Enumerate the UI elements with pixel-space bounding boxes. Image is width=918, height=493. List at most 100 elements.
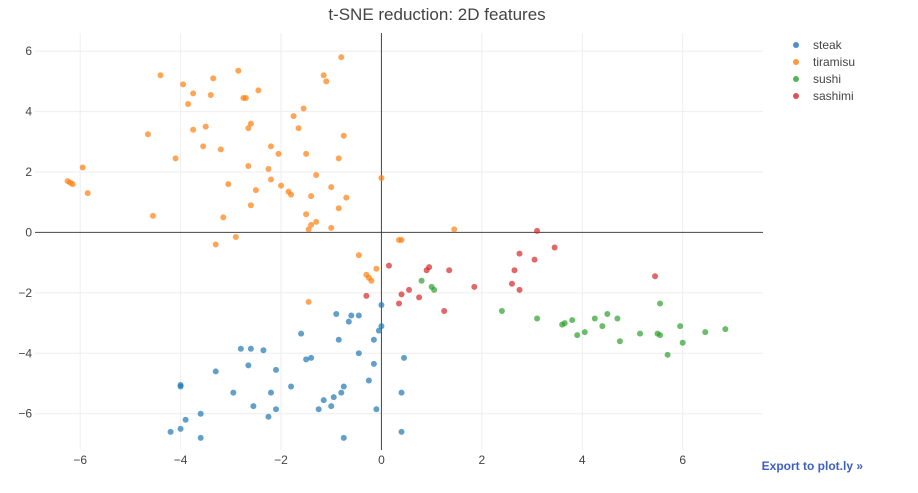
data-point-tiramisu[interactable]	[217, 146, 224, 153]
data-point-steak[interactable]	[177, 425, 184, 432]
data-point-steak[interactable]	[230, 389, 237, 396]
data-point-sushi[interactable]	[418, 277, 425, 284]
data-point-sashimi[interactable]	[511, 267, 518, 274]
data-point-tiramisu[interactable]	[305, 226, 312, 233]
data-point-steak[interactable]	[340, 434, 347, 441]
data-point-sushi[interactable]	[702, 329, 709, 336]
data-point-tiramisu[interactable]	[378, 175, 385, 182]
data-point-steak[interactable]	[370, 360, 377, 367]
data-point-tiramisu[interactable]	[313, 172, 320, 179]
data-point-tiramisu[interactable]	[295, 125, 302, 132]
data-point-steak[interactable]	[330, 394, 337, 401]
data-point-tiramisu[interactable]	[323, 78, 330, 85]
data-point-steak[interactable]	[355, 312, 362, 319]
data-point-steak[interactable]	[401, 354, 408, 361]
data-point-sushi[interactable]	[677, 323, 684, 330]
data-point-sashimi[interactable]	[426, 264, 433, 271]
data-point-sushi[interactable]	[581, 329, 588, 336]
data-point-tiramisu[interactable]	[252, 187, 259, 194]
data-point-tiramisu[interactable]	[305, 298, 312, 305]
data-point-sashimi[interactable]	[516, 250, 523, 257]
data-point-tiramisu[interactable]	[368, 277, 375, 284]
data-point-tiramisu[interactable]	[328, 184, 335, 191]
data-point-sashimi[interactable]	[416, 294, 423, 301]
data-point-steak[interactable]	[378, 323, 385, 330]
data-point-tiramisu[interactable]	[157, 72, 164, 79]
data-point-tiramisu[interactable]	[340, 132, 347, 139]
data-point-tiramisu[interactable]	[278, 182, 285, 189]
data-point-steak[interactable]	[267, 389, 274, 396]
data-point-steak[interactable]	[298, 330, 305, 337]
data-point-tiramisu[interactable]	[245, 162, 252, 169]
data-point-tiramisu[interactable]	[207, 91, 214, 98]
data-point-sushi[interactable]	[722, 326, 729, 333]
data-point-tiramisu[interactable]	[267, 176, 274, 183]
data-point-steak[interactable]	[250, 403, 257, 410]
data-point-steak[interactable]	[348, 312, 355, 319]
data-point-steak[interactable]	[265, 413, 272, 420]
data-point-steak[interactable]	[375, 327, 382, 334]
data-point-steak[interactable]	[303, 356, 310, 363]
data-point-tiramisu[interactable]	[200, 143, 207, 150]
data-point-tiramisu[interactable]	[343, 194, 350, 201]
data-point-tiramisu[interactable]	[245, 125, 252, 132]
data-point-sushi[interactable]	[679, 339, 686, 346]
data-point-sashimi[interactable]	[516, 286, 523, 293]
data-point-tiramisu[interactable]	[355, 252, 362, 259]
data-point-tiramisu[interactable]	[247, 120, 254, 127]
data-point-steak[interactable]	[177, 382, 184, 389]
data-point-steak[interactable]	[308, 354, 315, 361]
data-point-sushi[interactable]	[534, 315, 541, 322]
legend-item-steak[interactable]: steak	[793, 38, 843, 52]
data-point-steak[interactable]	[345, 318, 352, 325]
data-point-tiramisu[interactable]	[79, 164, 86, 171]
data-point-tiramisu[interactable]	[190, 90, 197, 97]
legend-item-sushi[interactable]: sushi	[793, 72, 841, 86]
data-point-steak[interactable]	[398, 428, 405, 435]
data-point-sashimi[interactable]	[471, 283, 478, 290]
data-point-steak[interactable]	[212, 368, 219, 375]
data-point-sushi[interactable]	[657, 300, 664, 307]
data-point-steak[interactable]	[272, 366, 279, 373]
data-point-steak[interactable]	[182, 416, 189, 423]
data-point-sashimi[interactable]	[551, 244, 558, 251]
data-point-steak[interactable]	[272, 406, 279, 413]
data-point-steak[interactable]	[370, 336, 377, 343]
data-point-sushi[interactable]	[574, 332, 581, 339]
data-point-tiramisu[interactable]	[190, 126, 197, 133]
data-point-sushi[interactable]	[591, 315, 598, 322]
data-point-tiramisu[interactable]	[451, 226, 458, 233]
export-to-plotly-link[interactable]: Export to plot.ly »	[761, 459, 863, 473]
data-point-sushi[interactable]	[636, 330, 643, 337]
data-point-tiramisu[interactable]	[232, 233, 239, 240]
data-point-sashimi[interactable]	[534, 227, 541, 234]
data-point-sashimi[interactable]	[398, 291, 405, 298]
data-point-steak[interactable]	[335, 336, 342, 343]
data-point-sushi[interactable]	[569, 317, 576, 324]
data-point-tiramisu[interactable]	[265, 165, 272, 172]
data-point-tiramisu[interactable]	[300, 105, 307, 112]
data-point-tiramisu[interactable]	[308, 193, 315, 200]
data-point-tiramisu[interactable]	[149, 212, 156, 219]
data-point-tiramisu[interactable]	[290, 113, 297, 120]
data-point-steak[interactable]	[167, 428, 174, 435]
data-point-steak[interactable]	[355, 350, 362, 357]
data-point-tiramisu[interactable]	[144, 131, 151, 138]
data-point-tiramisu[interactable]	[275, 150, 282, 157]
data-point-tiramisu[interactable]	[220, 214, 227, 221]
data-point-tiramisu[interactable]	[202, 123, 209, 130]
data-point-tiramisu[interactable]	[84, 190, 91, 197]
data-point-steak[interactable]	[245, 362, 252, 369]
data-point-steak[interactable]	[197, 410, 204, 417]
data-point-sushi[interactable]	[599, 323, 606, 330]
data-point-steak[interactable]	[378, 301, 385, 308]
data-point-steak[interactable]	[328, 403, 335, 410]
data-point-tiramisu[interactable]	[398, 236, 405, 243]
data-point-sashimi[interactable]	[363, 292, 370, 299]
data-point-tiramisu[interactable]	[320, 72, 327, 79]
data-point-tiramisu[interactable]	[185, 101, 192, 108]
data-point-tiramisu[interactable]	[212, 241, 219, 248]
data-point-sushi[interactable]	[561, 320, 568, 327]
data-point-sashimi[interactable]	[508, 280, 515, 287]
data-point-tiramisu[interactable]	[313, 218, 320, 225]
